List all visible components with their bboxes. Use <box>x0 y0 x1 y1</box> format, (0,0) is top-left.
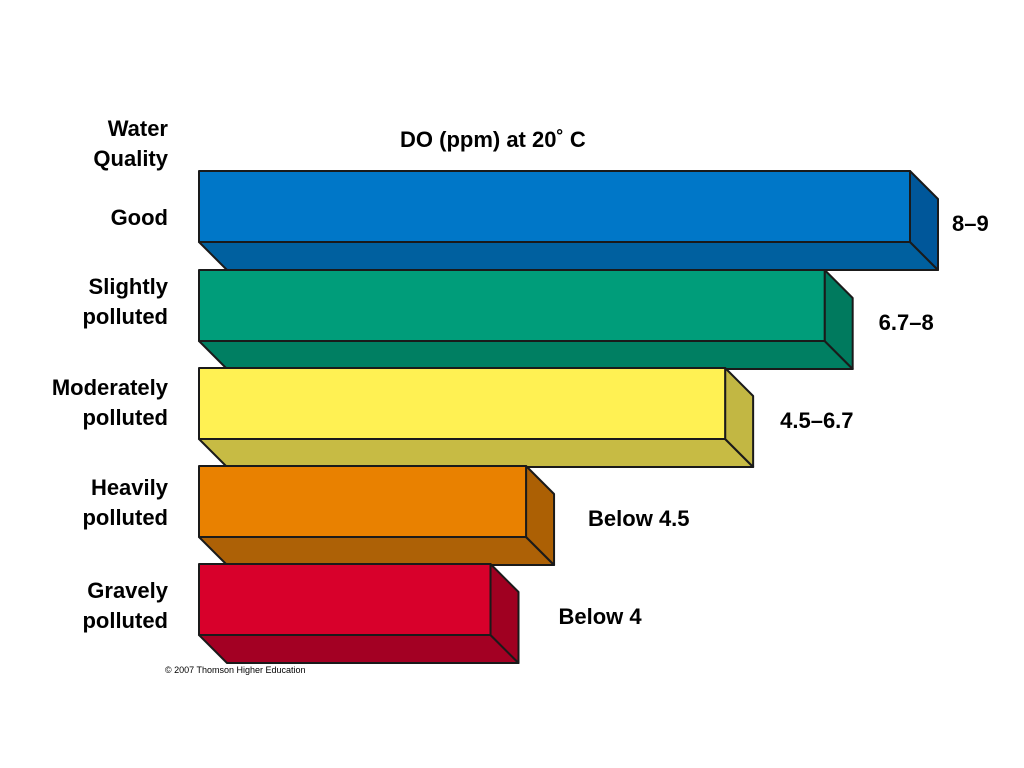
category-label-moderately-polluted: Moderately polluted <box>18 373 168 433</box>
bar-front-face <box>198 170 911 243</box>
bar-value-label: 4.5–6.7 <box>780 408 853 433</box>
category-label-line: Heavily <box>90 475 168 500</box>
y-axis-title-line-2: Quality <box>93 146 168 171</box>
category-label-line: polluted <box>82 304 168 329</box>
category-label-line: polluted <box>82 505 168 530</box>
category-label-line: Gravely <box>87 578 168 603</box>
category-label-good: Good <box>18 203 168 233</box>
chart-title: DO (ppm) at 20˚ C <box>400 127 586 152</box>
category-label-line: Good <box>110 205 168 230</box>
bar-front-face <box>198 367 727 440</box>
bar-value-label: Below 4 <box>559 604 643 629</box>
y-axis-title-line-1: Water <box>107 116 168 141</box>
bar-front-face <box>198 563 492 636</box>
category-label-line: polluted <box>82 608 168 633</box>
bar-front-face <box>198 269 826 342</box>
category-label-line: polluted <box>82 405 168 430</box>
bar-bottom-face <box>198 536 556 566</box>
y-axis-title: Water Quality <box>18 114 168 174</box>
category-label-heavily-polluted: Heavily polluted <box>18 473 168 533</box>
bar-bottom-face <box>198 634 520 664</box>
category-label-gravely-polluted: Gravely polluted <box>18 576 168 636</box>
bar-value-label: 6.7–8 <box>879 310 934 335</box>
bar-value-label: 8–9 <box>952 211 989 236</box>
bar-value-label: Below 4.5 <box>588 506 689 531</box>
category-label-line: Moderately <box>51 375 168 400</box>
bar-front-face <box>198 465 528 538</box>
category-label-line: Slightly <box>88 274 168 299</box>
bar-bottom-face <box>198 241 939 271</box>
bar-bottom-face <box>198 340 854 370</box>
category-label-slightly-polluted: Slightly polluted <box>18 272 168 332</box>
copyright-notice: © 2007 Thomson Higher Education <box>165 665 306 675</box>
bar-bottom-face <box>198 438 755 468</box>
